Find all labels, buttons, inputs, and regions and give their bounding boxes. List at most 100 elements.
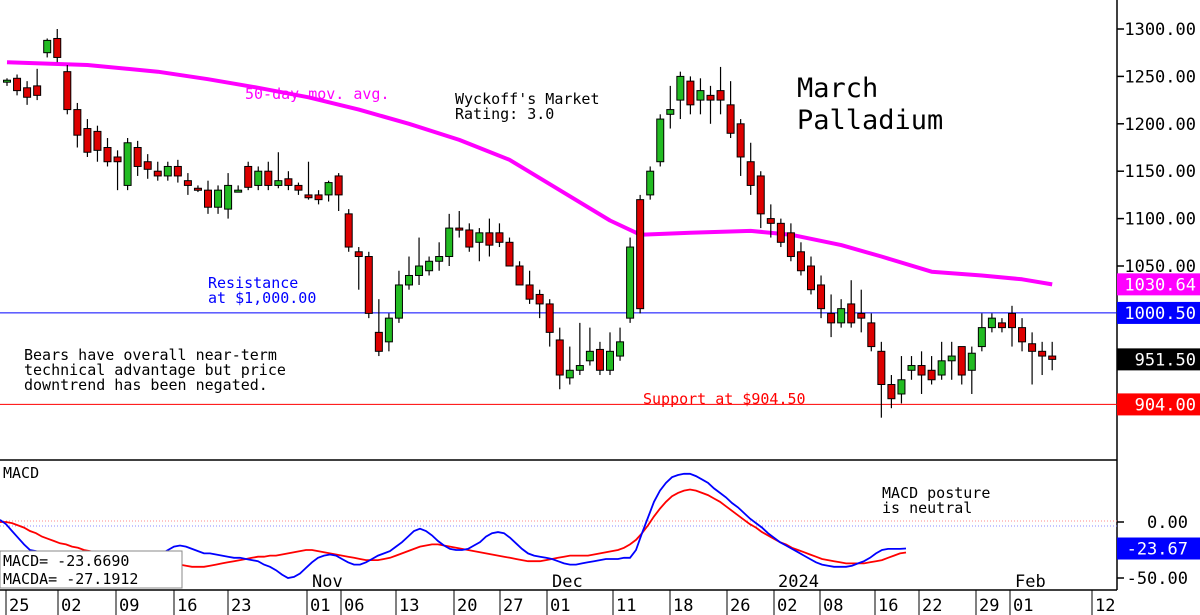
candle-body <box>646 170 655 196</box>
date-tick-label: 23 <box>231 596 251 615</box>
candle-body <box>193 187 202 191</box>
date-tick-label: 12 <box>1095 596 1115 615</box>
candle-body <box>696 90 705 101</box>
candle-body <box>636 199 645 310</box>
macd-tick-label: 0.00 <box>1147 513 1188 533</box>
candle-body <box>987 317 996 329</box>
candle-body <box>776 222 785 243</box>
candle-body <box>897 379 906 395</box>
candle-body <box>224 184 233 210</box>
candle-body <box>334 175 343 196</box>
candle-body <box>796 251 805 272</box>
candle-body <box>545 303 554 333</box>
candle-body <box>686 80 695 106</box>
price-tick-label: 1250.00 <box>1124 67 1196 87</box>
candle-body <box>937 360 946 376</box>
support-badge-box <box>1117 393 1200 416</box>
date-tick-label: 09 <box>119 596 139 615</box>
price-tick-label: 1100.00 <box>1124 210 1196 230</box>
candle-body <box>867 322 876 348</box>
candle-body <box>525 284 534 300</box>
candle-body <box>485 232 494 246</box>
last-price-badge-box <box>1117 348 1200 371</box>
candle-body <box>394 284 403 319</box>
date-tick-label: 02 <box>777 596 797 615</box>
candle-body <box>565 369 574 379</box>
date-tick-label: 26 <box>730 596 750 615</box>
candle-body <box>364 256 373 314</box>
candle-body <box>716 90 725 101</box>
candle-body <box>857 312 866 319</box>
resistance-label: Resistance at $1,000.00 <box>208 274 316 307</box>
price-tick-label: 1150.00 <box>1124 162 1196 182</box>
candle-body <box>274 180 283 186</box>
candle-body <box>666 109 675 115</box>
commentary-text: Bears have overall near-term technical ad… <box>24 346 286 394</box>
date-tick-label: 02 <box>61 596 81 615</box>
candle-body <box>43 39 52 54</box>
candle-body <box>304 194 313 199</box>
candle-body <box>555 339 564 376</box>
candle-body <box>435 256 444 262</box>
candle-body <box>53 37 62 58</box>
macd-badge: -23.67 <box>1127 540 1188 560</box>
candle-body <box>163 165 172 177</box>
candle-body <box>425 260 434 272</box>
candle-body <box>595 348 604 371</box>
candle-body <box>817 284 826 310</box>
candle-body <box>13 77 22 92</box>
candle-body <box>475 232 484 243</box>
candle-body <box>354 251 363 258</box>
candle-body <box>957 346 966 376</box>
candle-body <box>465 229 474 248</box>
date-tick-label: 11 <box>616 596 636 615</box>
candle-body <box>113 156 122 163</box>
candle-body <box>23 87 32 98</box>
price-tick-label: 1050.00 <box>1124 257 1196 277</box>
candle-body <box>264 170 273 186</box>
date-tick-label: 22 <box>922 596 942 615</box>
candle-body <box>786 232 795 258</box>
date-tick-label: 06 <box>344 596 364 615</box>
candle-body <box>324 182 333 196</box>
month-label: Dec <box>552 572 583 592</box>
macda-value-label: MACDA= -27.1912 <box>3 570 138 588</box>
date-tick-label: 20 <box>457 596 477 615</box>
candle-body <box>907 365 916 371</box>
macd-posture-text: MACD posture is neutral <box>882 484 990 517</box>
candle-body <box>656 118 665 163</box>
candle-body <box>204 189 212 208</box>
candle-body <box>254 170 263 186</box>
price-tick-label: 1300.00 <box>1124 20 1196 40</box>
candle-body <box>606 350 614 371</box>
candle-body <box>33 85 42 96</box>
candle-body <box>314 194 323 201</box>
candle-body <box>726 104 735 134</box>
candle-body <box>284 178 293 186</box>
candle-body <box>887 384 896 400</box>
candle-body <box>123 142 132 186</box>
candle-body <box>103 147 112 163</box>
candle-body <box>827 312 836 324</box>
candle-body <box>384 317 393 343</box>
candle-body <box>445 227 454 258</box>
date-tick-label: 27 <box>503 596 523 615</box>
candle-body <box>706 94 715 101</box>
date-tick-label: 29 <box>979 596 999 615</box>
candle-body <box>1038 350 1047 357</box>
candle-body <box>294 184 303 191</box>
date-tick-label: 01 <box>310 596 330 615</box>
date-tick-label: 16 <box>177 596 197 615</box>
candle-body <box>766 218 775 224</box>
date-tick-label: 18 <box>673 596 693 615</box>
candle-body <box>143 161 152 170</box>
resistance-badge-box <box>1117 301 1200 324</box>
candle-body <box>515 265 524 286</box>
candle-body <box>495 232 504 243</box>
moving-average-line <box>6 60 1053 287</box>
candle-body <box>344 213 353 248</box>
candle-body <box>947 355 956 362</box>
candle-body <box>73 109 82 136</box>
candle-body <box>455 227 464 231</box>
